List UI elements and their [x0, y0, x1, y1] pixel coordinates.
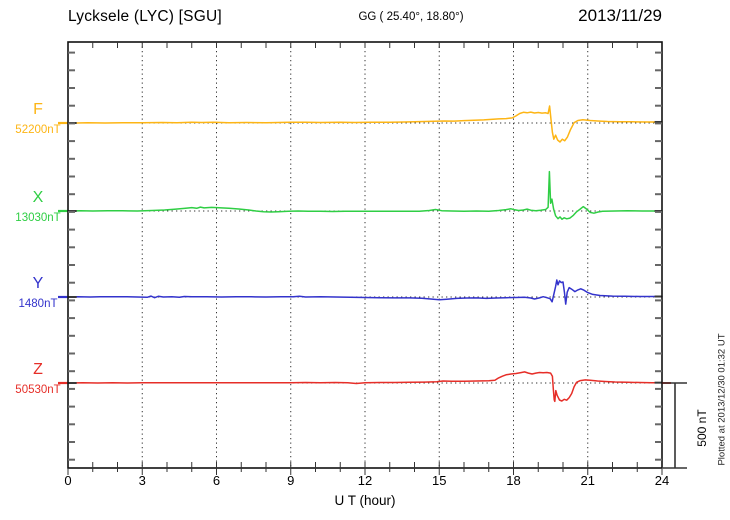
channel-baseline-value-Z: 50530nT	[15, 384, 61, 396]
channel-label-Y: Y	[32, 275, 44, 292]
plotted-at-note: Plotted at 2013/12/30 01:32 UT	[716, 333, 728, 466]
x-tick-label-3: 3	[138, 473, 146, 488]
channel-label-F: F	[33, 101, 43, 118]
trace-X	[67, 170, 663, 220]
plot-date: 2013/11/29	[578, 6, 662, 25]
x-tick-label-9: 9	[287, 473, 295, 488]
x-tick-label-18: 18	[506, 473, 521, 488]
page-title: Lycksele (LYC) [SGU]	[68, 8, 222, 25]
x-tick-label-15: 15	[432, 473, 447, 488]
station-coordinates: GG ( 25.40°, 18.80°)	[358, 11, 464, 23]
trace-Y	[67, 279, 663, 305]
channel-label-X: X	[32, 189, 44, 206]
channel-baseline-value-Y: 1480nT	[18, 298, 58, 310]
x-tick-label-21: 21	[580, 473, 595, 488]
trace-F	[67, 105, 663, 143]
x-tick-label-0: 0	[64, 473, 72, 488]
x-tick-label-6: 6	[212, 473, 221, 488]
channel-label-Z: Z	[33, 361, 43, 378]
trace-Z	[67, 371, 663, 403]
x-tick-label-12: 12	[357, 473, 373, 488]
channel-baseline-value-F: 52200nT	[15, 124, 61, 136]
x-tick-label-24: 24	[654, 473, 670, 488]
x-axis-label: U T (hour)	[334, 493, 396, 508]
scale-bar-label: 500 nT	[695, 409, 709, 447]
channel-baseline-value-X: 13030nT	[15, 212, 61, 224]
